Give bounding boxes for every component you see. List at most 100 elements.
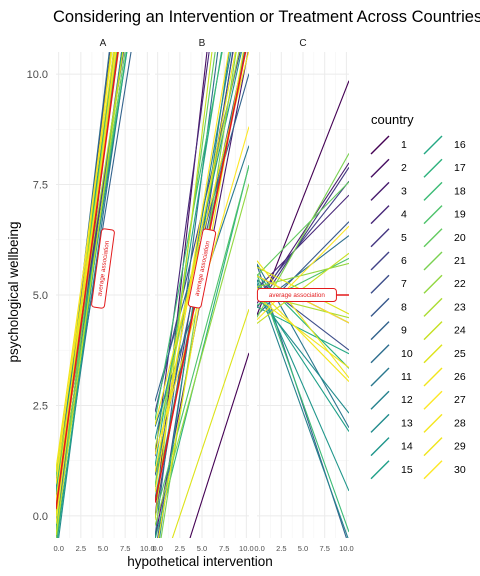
legend-label: 2 [401, 162, 407, 174]
country-line-6 [257, 180, 349, 299]
country-line-24 [56, 52, 124, 536]
legend-item-12: 12 [370, 390, 413, 410]
x-axis-title: hypothetical intervention [127, 554, 273, 569]
country-line-25 [171, 308, 249, 538]
x-tick-label: 2.5 [76, 544, 86, 553]
legend-label: 15 [401, 464, 413, 476]
legend-item-8: 8 [370, 297, 407, 317]
legend-item-6: 6 [370, 251, 407, 271]
legend-item-27: 27 [423, 390, 466, 410]
legend-label: 17 [454, 162, 466, 174]
country-line-4 [257, 194, 349, 290]
legend-item-14: 14 [370, 437, 413, 457]
legend-item-1: 1 [370, 135, 407, 155]
legend-key [423, 321, 443, 341]
x-tick-label: 5.0 [98, 544, 108, 553]
legend-item-13: 13 [370, 413, 413, 433]
country-lines [56, 52, 132, 538]
label-text: average association [269, 292, 326, 299]
x-tick-label: 5.0 [298, 544, 308, 553]
legend-label: 1 [401, 139, 407, 151]
legend-label: 14 [401, 441, 413, 453]
legend: country 12345678910111213141516171819202… [370, 112, 466, 480]
legend-key [370, 205, 390, 225]
legend-item-9: 9 [370, 321, 407, 341]
country-line-16 [155, 52, 223, 467]
legend-key [423, 158, 443, 178]
legend-item-7: 7 [370, 274, 407, 294]
x-tick-label: 5.0 [197, 544, 207, 553]
y-tick-label: 7.5 [33, 180, 48, 192]
legend-label: 26 [454, 371, 466, 383]
legend-key [370, 437, 390, 457]
country-line-12 [257, 283, 349, 538]
chart-title: Considering an Intervention or Treatment… [53, 8, 480, 26]
legend-key [423, 437, 443, 457]
country-line-19 [155, 165, 249, 518]
legend-label: 13 [401, 417, 413, 429]
legend-label: 21 [454, 255, 466, 267]
facet-label-a: A [100, 38, 107, 49]
country-line-30 [56, 52, 113, 484]
x-tick-label: 10.0 [239, 544, 254, 553]
legend-key [370, 297, 390, 317]
legend-label: 7 [401, 278, 407, 290]
legend-item-23: 23 [423, 297, 466, 317]
legend-key [423, 181, 443, 201]
legend-item-30: 30 [423, 460, 466, 480]
legend-key [370, 181, 390, 201]
country-line-29 [56, 52, 115, 469]
legend-key [423, 413, 443, 433]
country-line-18 [155, 52, 223, 421]
facet-label-c: C [299, 38, 306, 49]
x-tick-label: 7.5 [219, 544, 229, 553]
legend-item-15: 15 [370, 460, 413, 480]
y-tick-label: 5.0 [33, 290, 48, 302]
legend-key [423, 135, 443, 155]
legend-label: 3 [401, 185, 407, 197]
legend-key [370, 274, 390, 294]
legend-key [423, 460, 443, 480]
legend-label: 25 [454, 348, 466, 360]
country-line-16 [257, 306, 349, 355]
legend-key [370, 367, 390, 387]
legend-label: 5 [401, 232, 407, 244]
legend-item-24: 24 [423, 321, 466, 341]
legend-key [423, 297, 443, 317]
panel-a: 0.0 2.5 5.0 7.5 10.0 0.0 2.5 5.0 7.5 10.0 Aaverage… [27, 38, 155, 553]
country-line-18 [257, 274, 349, 533]
legend-key [423, 228, 443, 248]
chart-panels: 0.0 2.5 5.0 7.5 10.00.02.55.07.510.0Aaverage… [27, 38, 354, 553]
country-line-20 [257, 181, 349, 276]
legend-label: 29 [454, 441, 466, 453]
legend-item-2: 2 [370, 158, 407, 178]
legend-key [370, 251, 390, 271]
label-box [91, 228, 115, 309]
legend-label: 27 [454, 394, 466, 406]
label-box [187, 228, 217, 309]
legend-label: 8 [401, 301, 407, 313]
x-tick-label: 7.5 [120, 544, 130, 553]
legend-label: 28 [454, 417, 466, 429]
legend-item-18: 18 [423, 181, 466, 201]
y-tick-label: 2.5 [33, 400, 48, 412]
legend-label: 4 [401, 209, 407, 221]
facet-label-b: B [199, 38, 206, 49]
legend-key [370, 460, 390, 480]
legend-item-16: 16 [423, 135, 466, 155]
country-line-28 [257, 287, 349, 382]
legend-label: 24 [454, 325, 466, 337]
legend-item-20: 20 [423, 228, 466, 248]
label-box [256, 288, 337, 302]
legend-item-19: 19 [423, 205, 466, 225]
x-tick-label: 10.0 [339, 544, 354, 553]
country-line-4 [155, 52, 210, 457]
legend-key [370, 344, 390, 364]
legend-item-26: 26 [423, 367, 466, 387]
average-association-label: average association [256, 288, 337, 302]
legend-item-10: 10 [370, 344, 413, 364]
country-line-29 [257, 260, 349, 379]
legend-key [423, 251, 443, 271]
